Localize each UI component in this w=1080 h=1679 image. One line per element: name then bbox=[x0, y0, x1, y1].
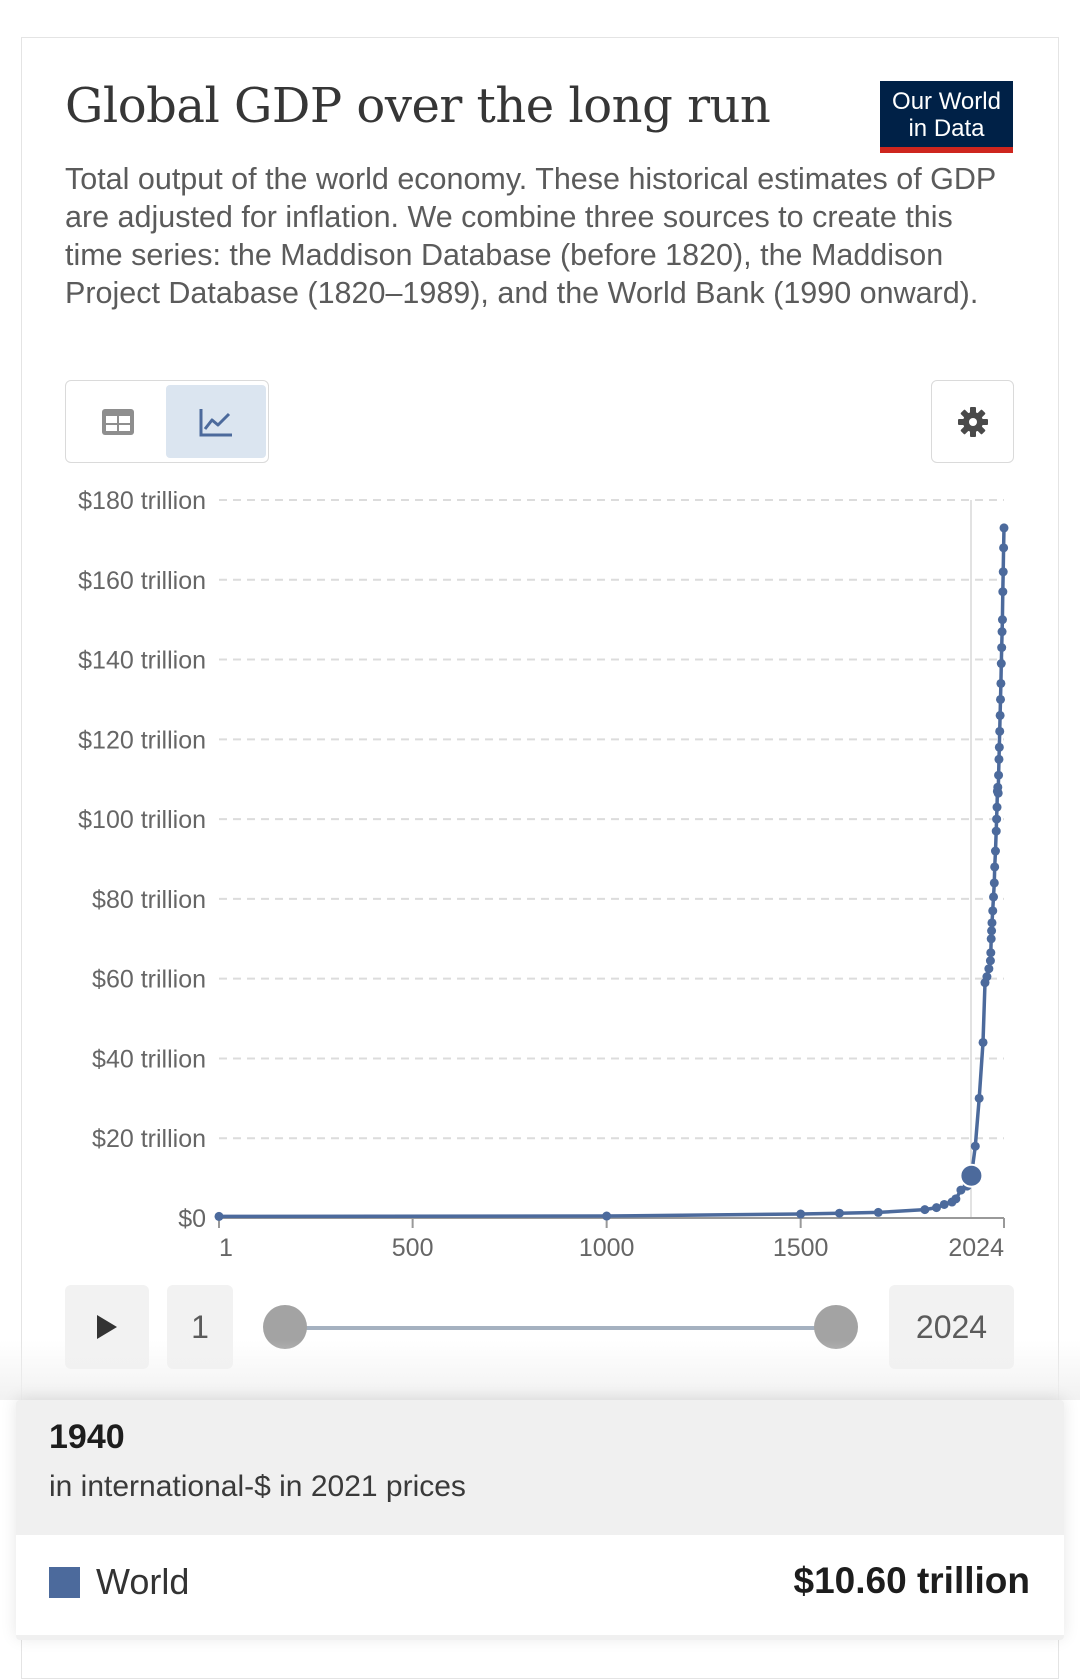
y-tick-label: $120 trillion bbox=[78, 726, 206, 754]
data-point[interactable] bbox=[978, 1037, 988, 1047]
chart-title: Global GDP over the long run bbox=[65, 78, 771, 134]
x-tick-label: 500 bbox=[392, 1234, 434, 1262]
data-point[interactable] bbox=[998, 587, 1008, 597]
x-axis: 1 500 1000 1500 2024 bbox=[218, 1217, 1005, 1262]
data-point[interactable] bbox=[993, 788, 1003, 798]
data-point[interactable] bbox=[999, 523, 1009, 533]
data-point[interactable] bbox=[984, 964, 994, 974]
gear-icon bbox=[957, 406, 988, 437]
data-point[interactable] bbox=[996, 659, 1006, 669]
data-point[interactable] bbox=[951, 1194, 961, 1204]
line-chart-icon bbox=[199, 408, 232, 436]
data-point[interactable] bbox=[991, 826, 1001, 836]
x-tick-label: 1500 bbox=[773, 1234, 829, 1262]
table-icon bbox=[102, 408, 134, 435]
data-point[interactable] bbox=[999, 543, 1009, 553]
data-point[interactable] bbox=[796, 1209, 806, 1219]
chart-view-button[interactable] bbox=[166, 385, 266, 458]
data-point[interactable] bbox=[873, 1207, 883, 1217]
y-tick-label: $20 trillion bbox=[92, 1125, 206, 1153]
x-tick-label: 2024 bbox=[948, 1234, 1004, 1262]
data-point[interactable] bbox=[834, 1208, 844, 1218]
owid-logo[interactable]: Our World in Data bbox=[880, 81, 1013, 153]
view-toggle bbox=[65, 380, 269, 463]
data-point[interactable] bbox=[974, 1093, 984, 1103]
data-point[interactable] bbox=[995, 710, 1005, 720]
y-tick-label: $40 trillion bbox=[92, 1045, 206, 1073]
gridlines bbox=[219, 499, 1004, 1218]
data-point[interactable] bbox=[982, 972, 992, 982]
tooltip-row: World $10.60 trillion bbox=[16, 1535, 1064, 1635]
y-axis-tick-labels: $0 $20 trillion $40 trillion $60 trillion $8… bbox=[78, 487, 206, 1233]
data-point[interactable] bbox=[602, 1211, 612, 1221]
play-icon bbox=[97, 1315, 117, 1339]
data-point[interactable] bbox=[989, 892, 999, 902]
data-point[interactable] bbox=[214, 1211, 224, 1221]
hover-tooltip: 1940 in international-$ in 2021 prices W… bbox=[16, 1400, 1064, 1640]
data-point[interactable] bbox=[987, 918, 997, 928]
data-point[interactable] bbox=[970, 1141, 980, 1151]
y-tick-label: $80 trillion bbox=[92, 886, 206, 914]
data-point[interactable] bbox=[996, 694, 1006, 704]
settings-button[interactable] bbox=[931, 380, 1014, 463]
y-tick-label: $140 trillion bbox=[78, 647, 206, 675]
series-line-world[interactable] bbox=[218, 527, 1006, 1219]
logo-line-1: Our World bbox=[892, 88, 1001, 115]
y-tick-label: $0 bbox=[178, 1205, 206, 1233]
data-point[interactable] bbox=[920, 1205, 930, 1215]
x-tick-label: 1000 bbox=[579, 1234, 635, 1262]
x-tick-label: 1 bbox=[219, 1234, 233, 1262]
data-point[interactable] bbox=[992, 802, 1002, 812]
tooltip-color-swatch bbox=[49, 1567, 80, 1598]
footer-fade bbox=[0, 1340, 1080, 1400]
data-point[interactable] bbox=[997, 627, 1007, 637]
y-tick-label: $180 trillion bbox=[78, 487, 206, 515]
data-point[interactable] bbox=[996, 678, 1006, 688]
data-point[interactable] bbox=[994, 770, 1004, 780]
chart-subtitle: Total output of the world economy. These… bbox=[65, 162, 996, 310]
y-tick-label: $60 trillion bbox=[92, 966, 206, 994]
data-point[interactable] bbox=[931, 1203, 941, 1213]
tooltip-value: $10.60 trillion bbox=[793, 1560, 1031, 1601]
tooltip-year: 1940 bbox=[49, 1418, 125, 1456]
data-point[interactable] bbox=[987, 926, 997, 936]
data-point[interactable] bbox=[994, 754, 1004, 764]
data-point[interactable] bbox=[997, 643, 1007, 653]
gdp-line-chart[interactable]: $0 $20 trillion $40 trillion $60 trillion $8… bbox=[0, 470, 1080, 1270]
data-point[interactable] bbox=[986, 948, 996, 958]
data-point[interactable] bbox=[986, 934, 996, 944]
data-point[interactable] bbox=[990, 862, 1000, 872]
data-point[interactable] bbox=[988, 906, 998, 916]
data-point[interactable] bbox=[995, 726, 1005, 736]
timeline-track[interactable] bbox=[300, 1326, 840, 1330]
data-point[interactable] bbox=[994, 742, 1004, 752]
y-tick-label: $100 trillion bbox=[78, 806, 206, 834]
data-point[interactable] bbox=[939, 1199, 949, 1209]
data-point[interactable] bbox=[989, 878, 999, 888]
hover-point bbox=[959, 1163, 984, 1188]
data-point[interactable] bbox=[985, 956, 995, 966]
logo-line-2: in Data bbox=[908, 115, 985, 142]
data-point[interactable] bbox=[997, 615, 1007, 625]
y-tick-label: $160 trillion bbox=[78, 567, 206, 595]
data-point[interactable] bbox=[998, 567, 1008, 577]
table-view-button[interactable] bbox=[68, 385, 168, 458]
data-point[interactable] bbox=[990, 846, 1000, 856]
hover-highlight bbox=[959, 1163, 984, 1188]
tooltip-entity: World bbox=[96, 1561, 190, 1602]
series-world[interactable] bbox=[214, 523, 1009, 1221]
tooltip-unit: in international-$ in 2021 prices bbox=[49, 1470, 466, 1503]
data-point[interactable] bbox=[992, 814, 1002, 824]
